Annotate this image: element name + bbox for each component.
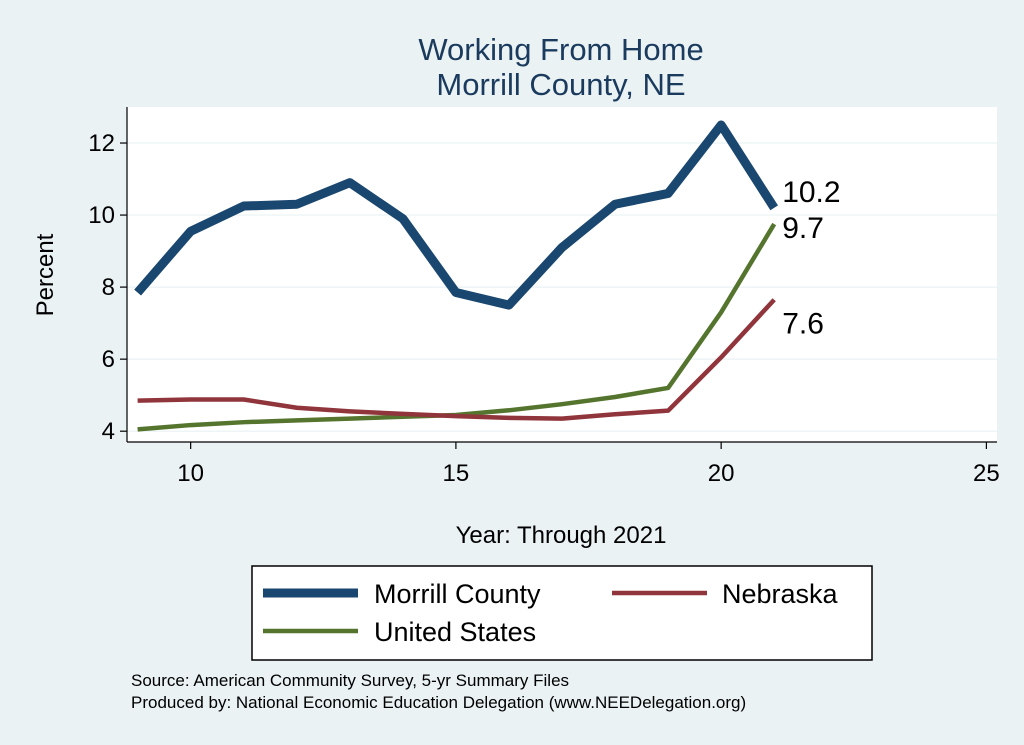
series-lines xyxy=(134,120,778,432)
producer-note: Produced by: National Economic Education… xyxy=(131,693,746,712)
y-tick-label: 12 xyxy=(88,130,115,157)
legend-label: Nebraska xyxy=(722,579,839,609)
end-label-nebraska: 7.6 xyxy=(782,308,824,341)
y-axis-title: Percent xyxy=(32,233,59,316)
end-labels: 10.2 7.6 9.7 xyxy=(782,176,840,341)
x-tick-label: 10 xyxy=(177,460,204,487)
y-tick-label: 6 xyxy=(102,346,115,373)
chart-title: Working From Home xyxy=(418,32,703,67)
legend-items: Morrill County Nebraska United States xyxy=(263,579,839,647)
legend-label: United States xyxy=(374,617,536,647)
series-line-morrill-county xyxy=(134,120,778,310)
legend xyxy=(251,565,873,661)
y-tick-label: 10 xyxy=(88,202,115,229)
x-tick-label: 15 xyxy=(443,460,470,487)
x-axis-title: Year: Through 2021 xyxy=(456,522,667,549)
legend-label: Morrill County xyxy=(374,579,541,609)
source-note: Source: American Community Survey, 5-yr … xyxy=(131,671,569,690)
axes: 4 6 8 10 12 10 15 20 25 xyxy=(88,107,1000,487)
series-line-nebraska xyxy=(137,298,776,421)
x-tick-label: 20 xyxy=(708,460,735,487)
chart-subtitle: Morrill County, NE xyxy=(436,67,685,102)
plot-area xyxy=(127,107,997,442)
grid-lines xyxy=(127,142,997,432)
y-tick-label: 4 xyxy=(102,418,115,445)
end-label-united-states: 9.7 xyxy=(782,212,824,245)
y-tick-label: 8 xyxy=(102,274,115,301)
x-tick-label: 25 xyxy=(973,460,1000,487)
end-label-morrill-county: 10.2 xyxy=(782,176,840,209)
